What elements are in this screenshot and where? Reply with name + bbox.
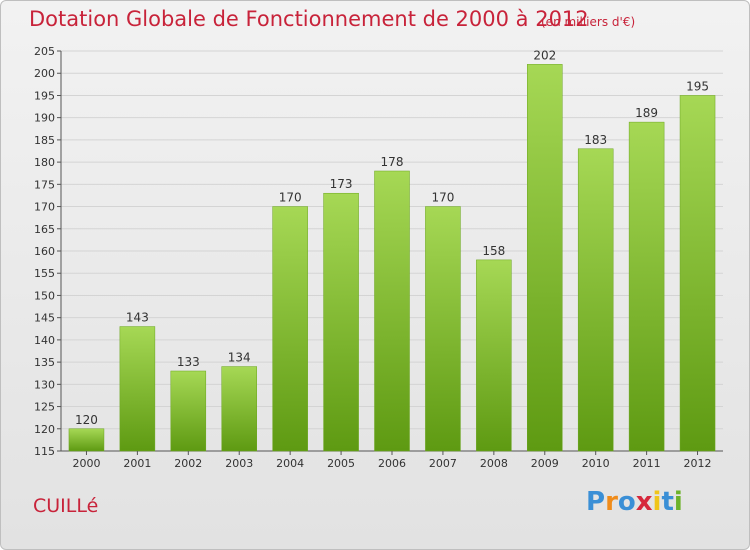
data-label-2004: 170 <box>279 191 302 205</box>
bar-2004 <box>272 206 308 452</box>
y-tick-label: 120 <box>34 423 55 436</box>
x-tick-label-2010: 2010 <box>582 457 610 470</box>
y-tick-label: 185 <box>34 134 55 147</box>
logo-letter: i <box>673 487 683 517</box>
logo-letter: r <box>605 487 618 517</box>
x-tick-label-2011: 2011 <box>633 457 661 470</box>
x-tick-label-2002: 2002 <box>174 457 202 470</box>
x-tick-label-2001: 2001 <box>123 457 151 470</box>
data-label-2005: 173 <box>330 177 353 191</box>
x-tick-label-2012: 2012 <box>684 457 712 470</box>
x-tick-label-2004: 2004 <box>276 457 304 470</box>
y-tick-label: 190 <box>34 112 55 125</box>
y-tick-label: 180 <box>34 156 55 169</box>
x-tick-label-2006: 2006 <box>378 457 406 470</box>
chart-title: Dotation Globale de Fonctionnement de 20… <box>29 7 589 31</box>
logo-letter: o <box>617 487 636 517</box>
data-label-2009: 202 <box>533 48 556 62</box>
bar-2001 <box>119 326 156 452</box>
bar-2008 <box>476 259 512 452</box>
bar-2003 <box>221 366 257 452</box>
commune-name: CUILLé <box>33 495 99 517</box>
y-tick-labels: 115 120 125 130 135 140 145 150 155 160 165 170 175 1… <box>34 45 61 458</box>
data-label-2003: 134 <box>228 351 251 365</box>
bar-2000 <box>68 428 105 452</box>
y-tick-label: 155 <box>34 267 55 280</box>
data-labels: 120 143 133 134 170 173 178 170 158 202 183 189 195 <box>75 48 709 426</box>
data-label-2011: 189 <box>635 106 658 120</box>
y-tick-label: 165 <box>34 223 55 236</box>
bar-2010 <box>577 148 614 452</box>
bar-2005 <box>323 192 359 452</box>
y-tick-label: 140 <box>34 334 55 347</box>
logo-letter: x <box>635 487 653 517</box>
logo-letter: t <box>661 487 674 517</box>
logo-letter: i <box>652 487 662 517</box>
bars <box>68 64 716 452</box>
bar-2006 <box>374 170 410 452</box>
data-label-2006: 178 <box>381 155 404 169</box>
x-tick-label-2005: 2005 <box>327 457 355 470</box>
x-tick-label-2008: 2008 <box>480 457 508 470</box>
y-tick-label: 160 <box>34 245 55 258</box>
bar-2007 <box>425 206 461 452</box>
data-label-2001: 143 <box>126 311 149 325</box>
data-label-2000: 120 <box>75 413 98 427</box>
x-tick-label-2009: 2009 <box>531 457 559 470</box>
x-tick-label-2003: 2003 <box>225 457 253 470</box>
data-label-2010: 183 <box>584 133 607 147</box>
y-tick-label: 200 <box>34 67 55 80</box>
bar-2012 <box>679 95 716 452</box>
y-tick-label: 125 <box>34 401 55 414</box>
data-label-2008: 158 <box>482 244 505 258</box>
y-tick-label: 150 <box>34 289 55 302</box>
y-tick-label: 135 <box>34 356 55 369</box>
y-tick-label: 175 <box>34 178 55 191</box>
y-tick-label: 170 <box>34 201 55 214</box>
data-label-2002: 133 <box>177 355 200 369</box>
chart-subtitle: (en milliers d'€) <box>541 15 636 29</box>
data-label-2012: 195 <box>686 79 709 93</box>
logo-letter: P <box>586 487 606 517</box>
y-tick-label: 205 <box>34 45 55 58</box>
bar-2002 <box>170 370 207 452</box>
data-label-2007: 170 <box>431 191 454 205</box>
y-tick-label: 130 <box>34 378 55 391</box>
y-tick-label: 145 <box>34 312 55 325</box>
proxiti-logo: Proxiti <box>586 487 683 517</box>
x-tick-label-2007: 2007 <box>429 457 457 470</box>
y-tick-label: 195 <box>34 89 55 102</box>
x-tick-labels: 2000 2001 2002 2003 2004 2005 2006 2007 2008 2009… <box>72 451 712 470</box>
y-tick-label: 115 <box>34 445 55 458</box>
x-tick-label-2000: 2000 <box>72 457 100 470</box>
bar-2011 <box>628 121 665 452</box>
bar-2009 <box>527 64 563 452</box>
